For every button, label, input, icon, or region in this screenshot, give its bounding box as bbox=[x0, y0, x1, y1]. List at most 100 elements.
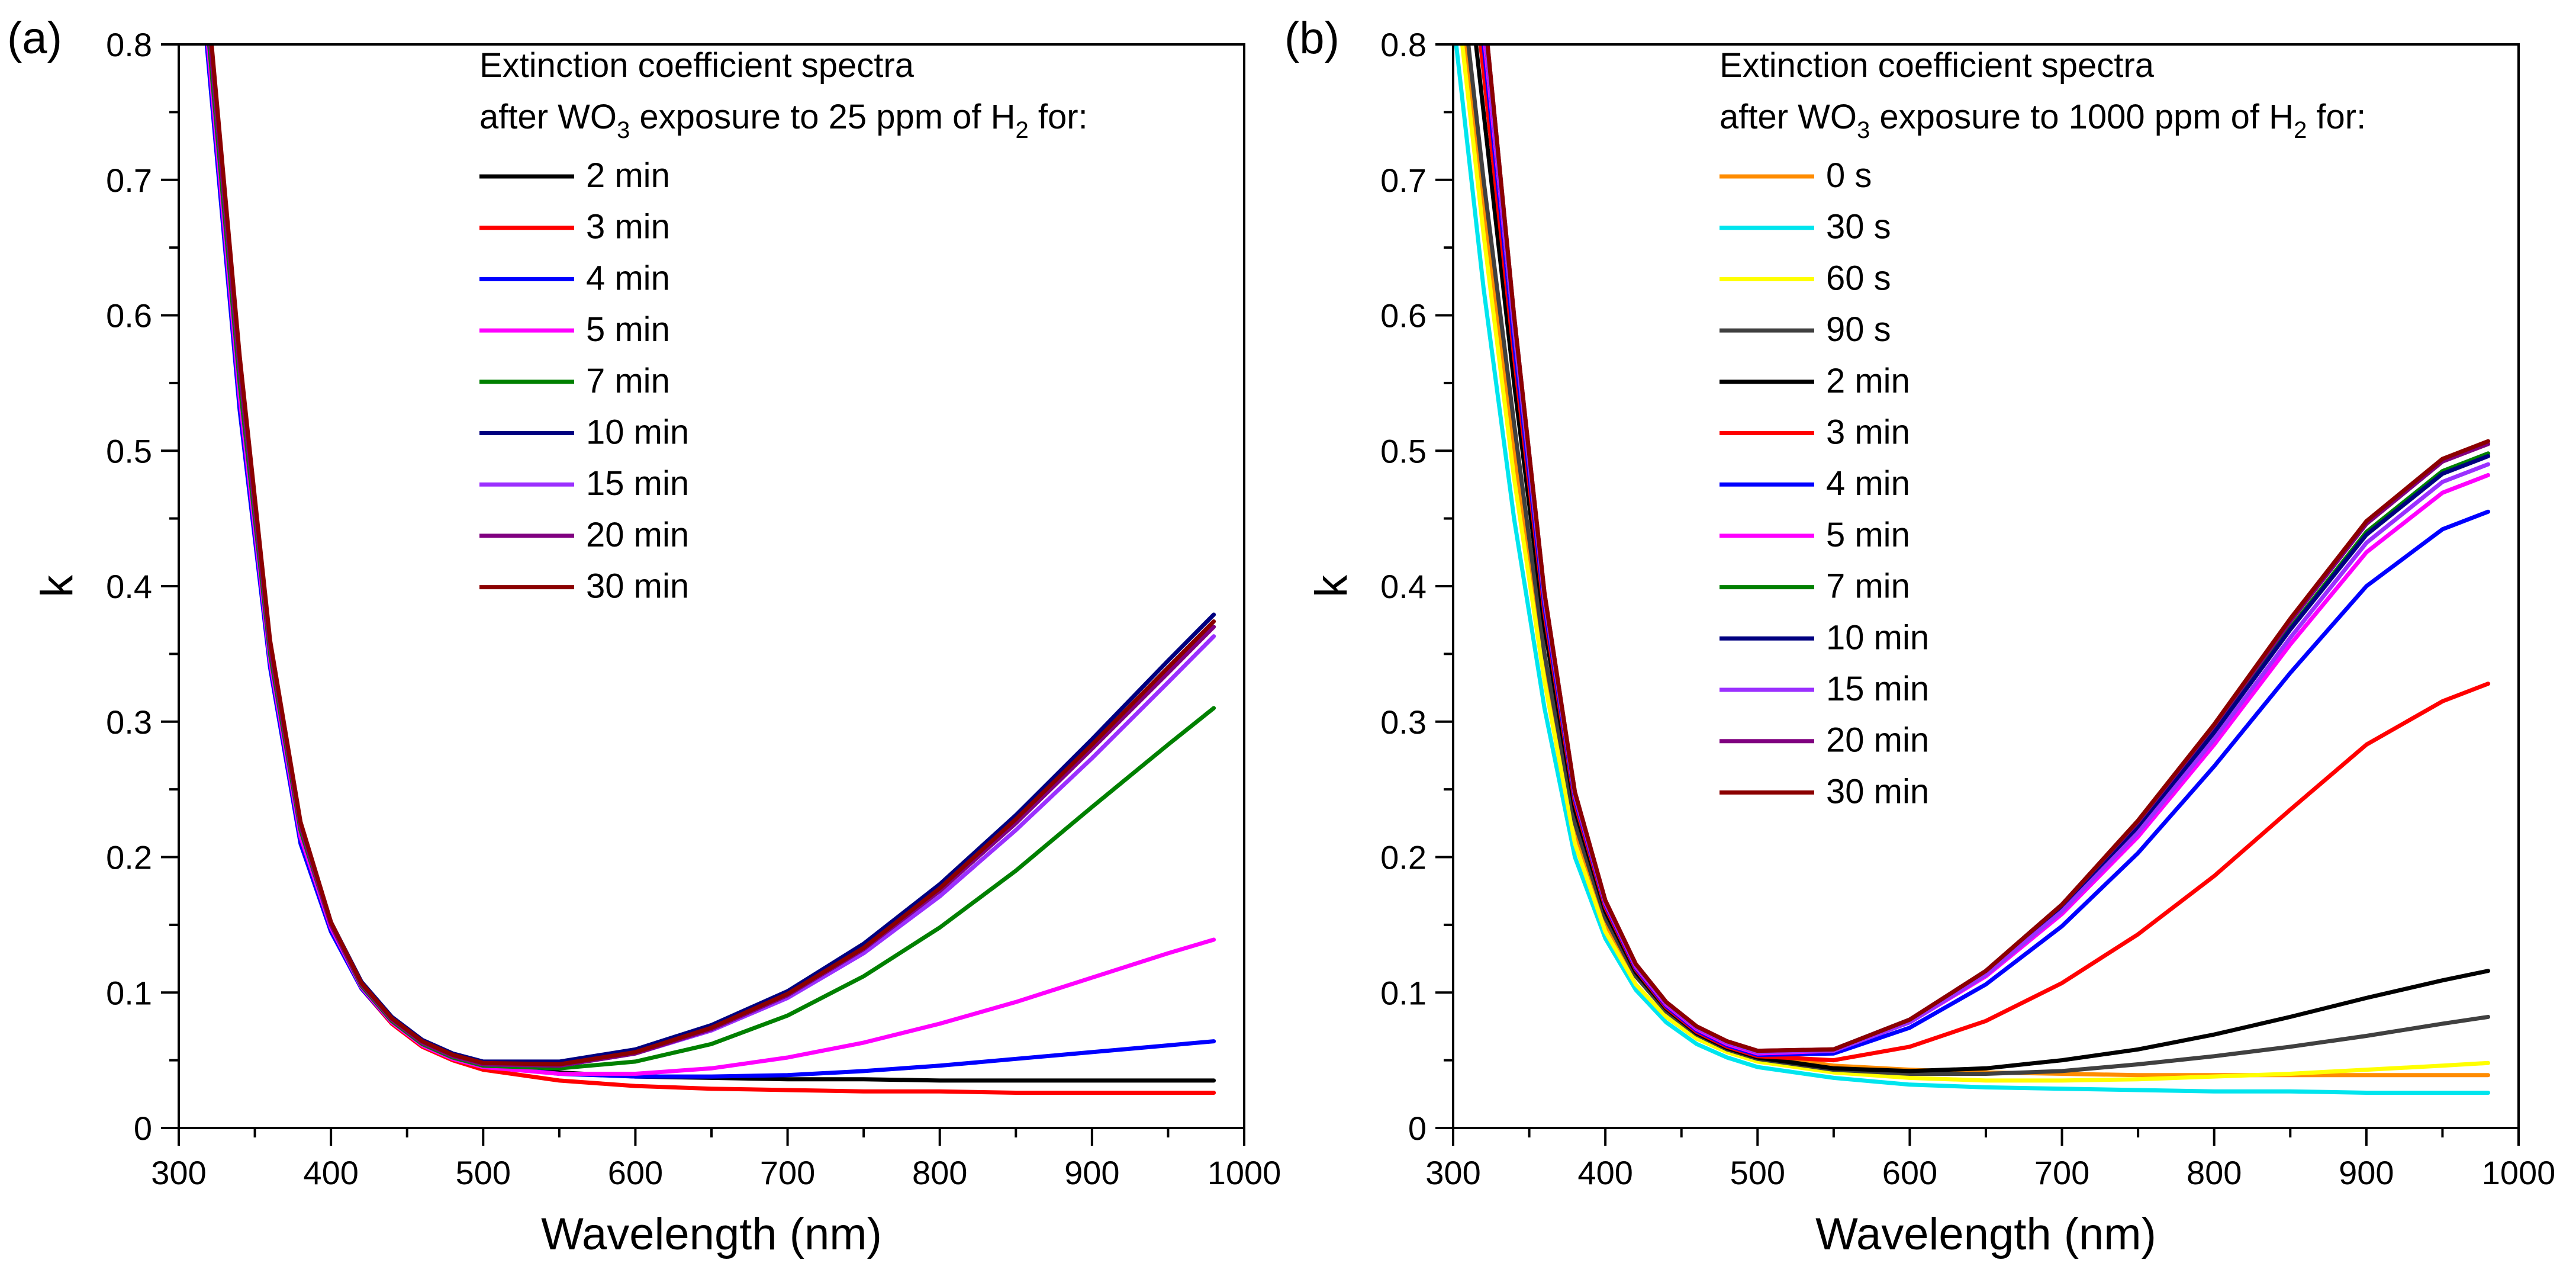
series-line-15-min bbox=[208, 44, 1216, 1068]
y-axis-title: k bbox=[32, 574, 82, 597]
legend-item: 10 min bbox=[1720, 618, 1929, 657]
y-axis-title: k bbox=[1306, 574, 1357, 597]
x-tick-label: 1000 bbox=[2482, 1154, 2556, 1191]
legend-item: 10 min bbox=[479, 413, 689, 452]
legend-title-line2: after WO3 exposure to 25 ppm of H2 for: bbox=[479, 98, 1088, 143]
x-tick-label: 400 bbox=[303, 1154, 358, 1191]
y-tick-label: 0.3 bbox=[1380, 703, 1427, 741]
legend-item: 3 min bbox=[479, 208, 670, 246]
y-tick-label: 0.1 bbox=[106, 974, 152, 1011]
x-tick-label: 600 bbox=[1882, 1154, 1937, 1191]
series-line-5-min bbox=[205, 44, 1216, 1076]
legend-title-part: 2 bbox=[1016, 117, 1029, 143]
series-lines bbox=[1454, 44, 2491, 1095]
legend-label: 15 min bbox=[1826, 670, 1929, 708]
legend-label: 0 s bbox=[1826, 156, 1872, 195]
legend-title-part: exposure to 25 ppm of H bbox=[630, 98, 1015, 136]
x-tick-label: 1000 bbox=[1208, 1154, 1281, 1191]
legend-label: 2 min bbox=[586, 156, 670, 195]
plot-frame bbox=[1452, 43, 2520, 1129]
legend-label: 7 min bbox=[586, 362, 670, 400]
legend-title-line1: Extinction coefficient spectra bbox=[1720, 46, 2155, 85]
panel-label: (b) bbox=[1284, 13, 1339, 63]
legend-label: 20 min bbox=[1826, 721, 1929, 760]
y-tick-label: 0.3 bbox=[106, 703, 152, 741]
legend-item: 60 s bbox=[1720, 259, 1891, 297]
y-tick-label: 0.1 bbox=[1380, 974, 1427, 1011]
legend-item: 5 min bbox=[479, 310, 670, 349]
series-lines bbox=[204, 44, 1216, 1095]
legend-label: 15 min bbox=[586, 464, 689, 503]
y-tick-label: 0.6 bbox=[1380, 297, 1427, 335]
legend-label: 5 min bbox=[1826, 516, 1910, 554]
y-tick-label: 0.5 bbox=[1380, 432, 1427, 470]
y-tick-label: 0 bbox=[1408, 1110, 1427, 1147]
series-line-3-min bbox=[1478, 44, 2491, 1063]
y-tick-label: 0.7 bbox=[1380, 162, 1427, 199]
legend-label: 10 min bbox=[586, 413, 689, 452]
legend-title-part: for: bbox=[1029, 98, 1088, 136]
series-line-20-min bbox=[1485, 44, 2491, 1053]
legend-item: 15 min bbox=[1720, 670, 1929, 708]
legend-label: 20 min bbox=[586, 516, 689, 554]
legend-item: 4 min bbox=[479, 259, 670, 297]
legend-label: 30 min bbox=[586, 567, 689, 606]
legend-label: 3 min bbox=[586, 208, 670, 246]
x-tick-label: 600 bbox=[608, 1154, 663, 1191]
legend-label: 30 min bbox=[1826, 772, 1929, 811]
legend-item: 3 min bbox=[1720, 413, 1910, 452]
legend-item: 20 min bbox=[479, 516, 689, 554]
x-tick-label: 300 bbox=[151, 1154, 206, 1191]
x-tick-label: 800 bbox=[2187, 1154, 2242, 1191]
legend-item: 0 s bbox=[1720, 156, 1872, 195]
legend-title-part: exposure to 1000 ppm of H bbox=[1870, 98, 2294, 136]
x-tick-label: 700 bbox=[760, 1154, 815, 1191]
legend-label: 3 min bbox=[1826, 413, 1910, 452]
y-tick-label: 0.6 bbox=[106, 297, 152, 335]
legend-item: 7 min bbox=[479, 362, 670, 400]
series-line-7-min bbox=[1484, 44, 2491, 1055]
legend-item: 2 min bbox=[1720, 362, 1910, 400]
legend-title-line1: Extinction coefficient spectra bbox=[479, 46, 915, 85]
legend-label: 30 s bbox=[1826, 208, 1891, 246]
x-axis-title: Wavelength (nm) bbox=[541, 1209, 882, 1259]
legend-label: 4 min bbox=[586, 259, 670, 297]
x-axis-title: Wavelength (nm) bbox=[1815, 1209, 2156, 1259]
legend-title-part: 3 bbox=[617, 117, 630, 143]
series-line-20-min bbox=[208, 44, 1216, 1068]
legend-item: 90 s bbox=[1720, 310, 1891, 349]
series-line-4-min bbox=[1481, 44, 2491, 1057]
x-tick-label: 500 bbox=[1730, 1154, 1785, 1191]
y-tick-label: 0.4 bbox=[106, 568, 152, 605]
series-line-30-min bbox=[210, 44, 1216, 1066]
x-tick-label: 400 bbox=[1577, 1154, 1632, 1191]
series-line-30-s bbox=[1454, 44, 2491, 1095]
series-line-4-min bbox=[204, 44, 1216, 1079]
panel-a: 300 400 500 600 700 800 900 1000 0 0.1 0.2 0.3 0.4 0.… bbox=[7, 13, 1281, 1259]
legend-label: 2 min bbox=[1826, 362, 1910, 400]
series-line-15-min bbox=[1484, 44, 2491, 1055]
series-line-60-s bbox=[1460, 44, 2491, 1083]
legend-item: 20 min bbox=[1720, 721, 1929, 760]
y-tick-label: 0.8 bbox=[106, 26, 152, 63]
panel-b: 300 400 500 600 700 800 900 1000 0 0.1 0.2 0.3 0.4 0.… bbox=[1284, 13, 2556, 1259]
y-tick-label: 0.7 bbox=[106, 162, 152, 199]
x-tick-label: 500 bbox=[456, 1154, 511, 1191]
x-tick-label: 800 bbox=[912, 1154, 967, 1191]
legend-label: 4 min bbox=[1826, 464, 1910, 503]
y-tick-label: 0.2 bbox=[1380, 839, 1427, 876]
x-tick-label: 900 bbox=[2339, 1154, 2394, 1191]
legend-label: 10 min bbox=[1826, 618, 1929, 657]
series-line-10-min bbox=[208, 44, 1216, 1064]
legend-item: 7 min bbox=[1720, 567, 1910, 606]
series-line-30-min bbox=[1485, 44, 2491, 1053]
legend-title-line2: after WO3 exposure to 1000 ppm of H2 for… bbox=[1720, 98, 2366, 143]
legend-item: 5 min bbox=[1720, 516, 1910, 554]
legend-item: 15 min bbox=[479, 464, 689, 503]
series-line-10-min bbox=[1484, 44, 2491, 1055]
series-line-5-min bbox=[1483, 44, 2491, 1056]
legend-label: 90 s bbox=[1826, 310, 1891, 349]
x-tick-label: 700 bbox=[2034, 1154, 2089, 1191]
x-tick-label: 900 bbox=[1064, 1154, 1119, 1191]
y-tick-label: 0.8 bbox=[1380, 26, 1427, 63]
